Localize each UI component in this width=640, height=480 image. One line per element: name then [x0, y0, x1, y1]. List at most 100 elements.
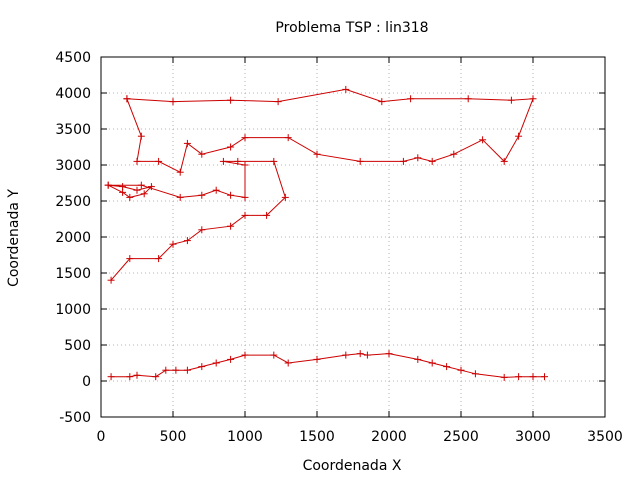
- city-point: [407, 95, 415, 103]
- city-point: [140, 190, 148, 198]
- x-tick-label: 0: [97, 429, 106, 445]
- city-point: [137, 132, 145, 140]
- y-tick-label: 3000: [55, 158, 91, 174]
- city-point: [281, 193, 289, 201]
- grid-lines: [101, 57, 605, 417]
- route-line: [107, 160, 286, 281]
- y-tick-label: 1500: [55, 266, 91, 282]
- city-point: [313, 355, 321, 363]
- city-point: [443, 363, 451, 371]
- axis-ticks: 0 500 1000 1500 2000 2500 3000 3500 -500 0 500 1000…: [55, 50, 622, 445]
- x-tick-label: 1500: [299, 429, 335, 445]
- city-point: [263, 211, 271, 219]
- chart-title: Problema TSP : lin318: [275, 20, 428, 36]
- city-point: [126, 193, 134, 201]
- y-axis-label: Coordenada Y: [6, 189, 22, 287]
- city-point: [123, 95, 131, 103]
- city-point: [457, 366, 465, 374]
- city-point: [227, 355, 235, 363]
- city-point: [241, 161, 249, 169]
- city-point: [227, 143, 235, 151]
- city-point: [529, 95, 537, 103]
- city-point: [428, 359, 436, 367]
- city-point: [198, 191, 206, 199]
- city-point: [385, 350, 393, 358]
- city-point: [464, 95, 472, 103]
- city-point: [152, 373, 160, 381]
- city-point: [227, 191, 235, 199]
- city-point: [212, 186, 220, 194]
- city-point: [172, 366, 180, 374]
- city-point: [176, 168, 184, 176]
- city-point: [342, 351, 350, 359]
- city-point: [219, 157, 227, 165]
- city-point: [147, 183, 155, 191]
- city-point: [284, 359, 292, 367]
- city-point: [241, 211, 249, 219]
- y-tick-label: 4000: [55, 86, 91, 102]
- y-tick-label: -500: [59, 410, 91, 426]
- city-point: [479, 136, 487, 144]
- city-point: [450, 150, 458, 158]
- city-point: [162, 366, 170, 374]
- city-point: [234, 157, 242, 165]
- city-point: [378, 98, 386, 106]
- city-point: [119, 188, 127, 196]
- y-tick-label: 500: [64, 338, 91, 354]
- city-point: [313, 150, 321, 158]
- city-point: [274, 98, 282, 106]
- city-point: [356, 157, 364, 165]
- x-tick-label: 500: [160, 429, 187, 445]
- city-point: [198, 150, 206, 158]
- y-tick-label: 2000: [55, 230, 91, 246]
- route-line: [111, 353, 545, 378]
- city-point: [541, 373, 549, 381]
- city-point: [342, 85, 350, 93]
- city-point: [515, 132, 523, 140]
- x-tick-label: 3500: [587, 429, 623, 445]
- city-point: [428, 157, 436, 165]
- city-point: [241, 134, 249, 142]
- x-tick-label: 1000: [227, 429, 263, 445]
- city-point: [133, 157, 141, 165]
- city-point: [529, 373, 537, 381]
- city-point: [227, 222, 235, 230]
- city-point: [176, 193, 184, 201]
- city-point: [183, 366, 191, 374]
- plot-frame: [100, 56, 606, 418]
- city-point: [500, 373, 508, 381]
- y-tick-label: 2500: [55, 194, 91, 210]
- city-point: [126, 373, 134, 381]
- city-point: [212, 359, 220, 367]
- city-point: [363, 351, 371, 359]
- x-tick-label: 2000: [371, 429, 407, 445]
- city-point: [270, 351, 278, 359]
- city-point: [507, 96, 515, 104]
- city-point: [515, 373, 523, 381]
- y-tick-label: 4500: [55, 50, 91, 66]
- x-tick-label: 3000: [515, 429, 551, 445]
- city-point: [500, 157, 508, 165]
- city-point: [227, 96, 235, 104]
- city-point: [133, 186, 141, 194]
- city-point: [241, 351, 249, 359]
- city-point: [399, 157, 407, 165]
- x-axis-label: Coordenada X: [303, 458, 402, 474]
- city-point: [414, 355, 422, 363]
- y-tick-label: 3500: [55, 122, 91, 138]
- city-point: [356, 350, 364, 358]
- city-point: [183, 139, 191, 147]
- route-line: [126, 88, 534, 173]
- route-series: [104, 85, 549, 381]
- x-tick-label: 2500: [443, 429, 479, 445]
- city-point: [198, 226, 206, 234]
- city-point: [471, 370, 479, 378]
- city-point: [284, 134, 292, 142]
- city-point: [198, 363, 206, 371]
- city-point: [414, 154, 422, 162]
- city-point: [107, 373, 115, 381]
- city-point: [126, 255, 134, 263]
- city-point: [104, 181, 112, 189]
- city-point: [169, 98, 177, 106]
